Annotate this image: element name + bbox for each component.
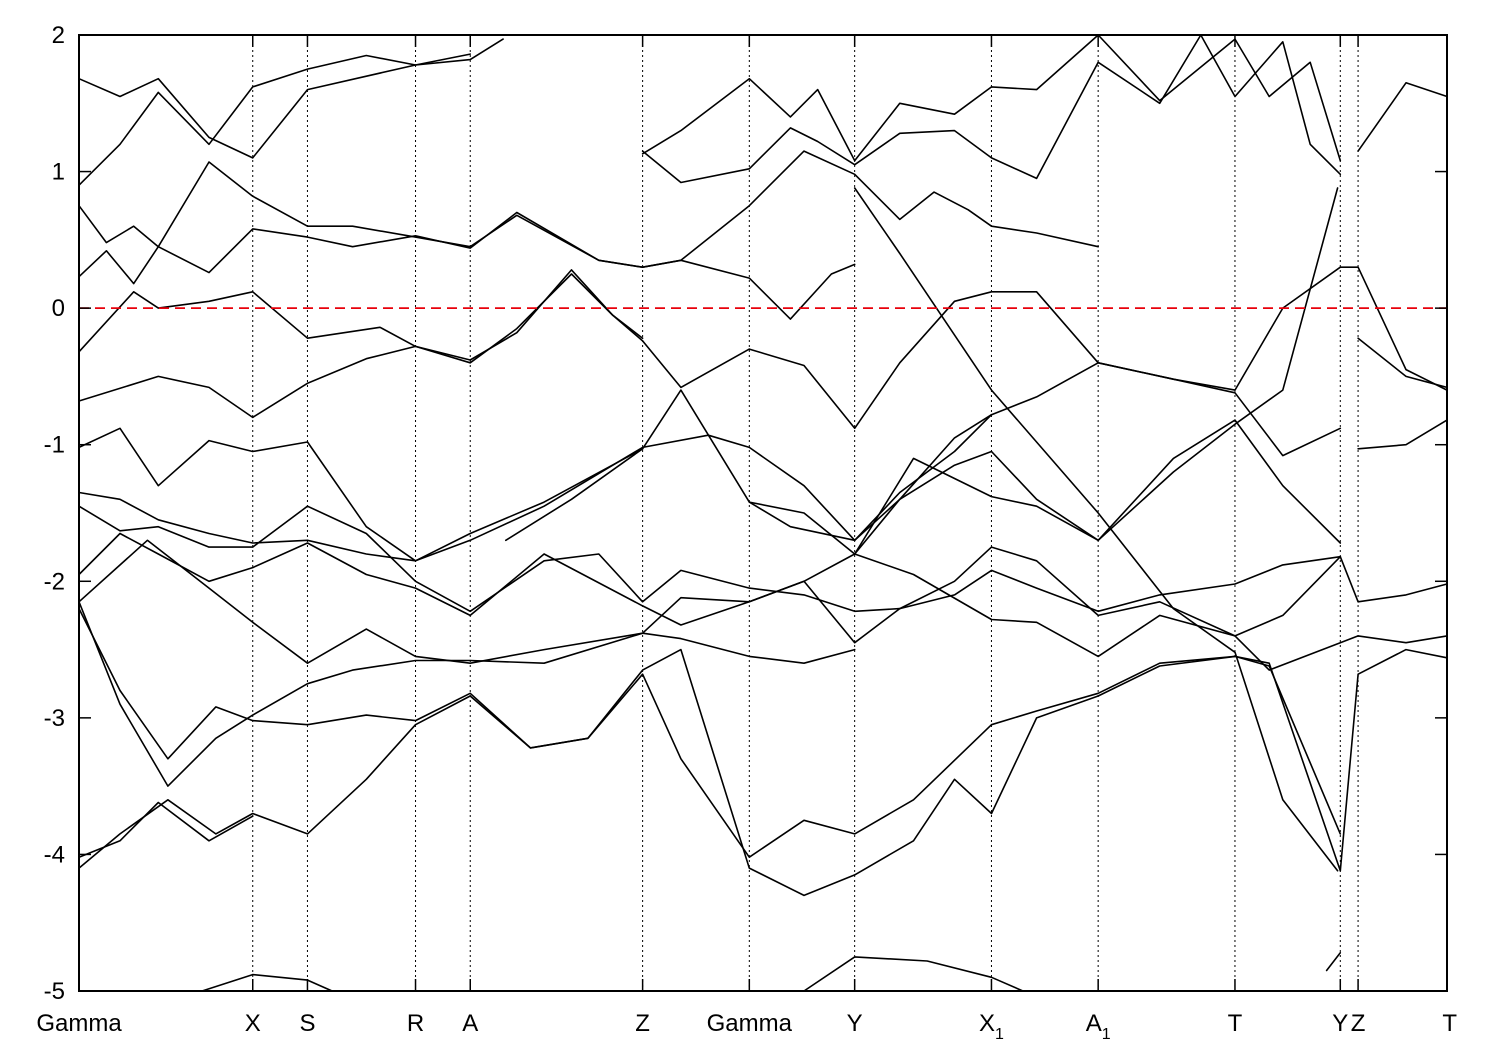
band-line-14 — [78, 801, 254, 858]
band-line-21 — [1357, 337, 1448, 389]
x-tick-label-12: Z — [1351, 1010, 1366, 1037]
band-line-6 — [78, 362, 1342, 562]
band-line-3 — [78, 150, 1099, 285]
x-tick-label-9: A1 — [1086, 1010, 1111, 1043]
band-line-23 — [505, 448, 644, 542]
x-tick-label-5: Z — [635, 1010, 650, 1037]
x-tick-label-3: R — [407, 1010, 424, 1037]
band-line-13 — [78, 648, 1342, 897]
y-tick-label-4: -1 — [44, 432, 65, 459]
band-line-17 — [1325, 952, 1342, 972]
band-line-1 — [78, 38, 504, 186]
band-line-11 — [78, 601, 856, 787]
x-tick-label-13: T — [1442, 1010, 1457, 1037]
x-tick-label-11: Y — [1332, 1010, 1348, 1037]
y-axis-ticks: -5 -4 -3 -2 -1 0 1 2 — [44, 22, 1447, 1005]
y-tick-label-1: -4 — [44, 841, 65, 868]
x-tick-label-7: Y — [847, 1010, 863, 1037]
x-tick-label-0: Gamma — [36, 1010, 122, 1037]
x-tick-label-1: X — [245, 1010, 261, 1037]
band-line-15 — [201, 973, 333, 992]
high-symmetry-lines — [252, 35, 1359, 991]
band-line-0 — [78, 53, 471, 159]
band-lines — [78, 34, 1448, 992]
y-tick-label-5: 0 — [52, 295, 65, 322]
band-line-20 — [1357, 82, 1448, 152]
y-tick-label-7: 2 — [52, 22, 65, 49]
band-line-7 — [78, 389, 1342, 562]
x-tick-label-8: X1 — [979, 1010, 1004, 1043]
x-tick-label-10: T — [1228, 1010, 1243, 1037]
band-line-22 — [1357, 419, 1448, 450]
band-line-12 — [78, 607, 1448, 872]
y-tick-label-6: 1 — [52, 159, 65, 186]
band-line-24 — [853, 187, 1339, 555]
band-line-5 — [78, 266, 1448, 430]
band-line-4 — [78, 273, 644, 364]
y-tick-label-2: -3 — [44, 705, 65, 732]
x-tick-label-4: A — [462, 1010, 478, 1037]
band-line-16 — [803, 956, 1024, 992]
x-tick-label-6: Gamma — [707, 1010, 793, 1037]
band-line-25 — [748, 413, 993, 542]
y-tick-label-3: -2 — [44, 568, 65, 595]
band-line-10 — [78, 539, 1448, 671]
band-line-9 — [78, 532, 1342, 644]
x-tick-label-2: S — [299, 1010, 315, 1037]
y-tick-label-0: -5 — [44, 978, 65, 1005]
band-line-26 — [853, 187, 1339, 872]
band-line-18 — [641, 34, 1342, 162]
band-line-19 — [641, 34, 1342, 184]
x-axis-labels: Gamma X S R A Z Gamma Y X1 A1 T Y Z T — [36, 35, 1457, 1043]
plot-frame — [78, 34, 1448, 992]
